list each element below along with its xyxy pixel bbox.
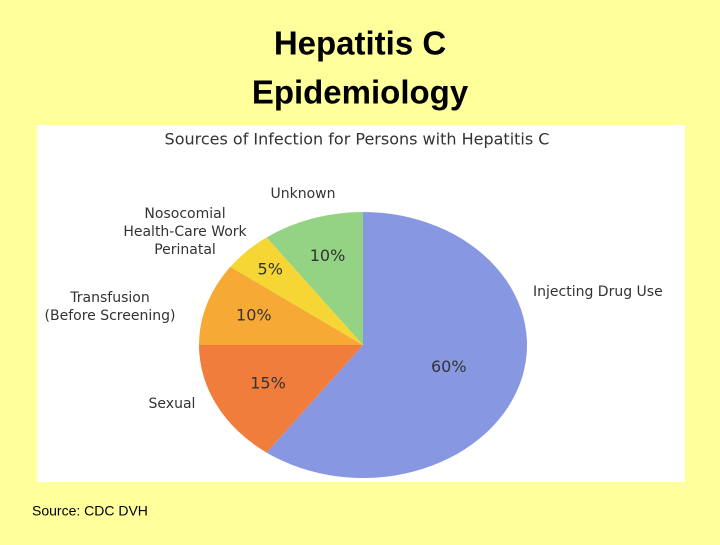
pie-slice	[199, 266, 363, 345]
chart-title: Sources of Infection for Persons with He…	[165, 130, 550, 149]
slide-title: Epidemiology	[252, 74, 469, 111]
pie-slice	[266, 212, 527, 478]
category-label: Unknown	[271, 186, 336, 202]
category-label: Injecting Drug Use	[533, 284, 663, 300]
pie-slice	[266, 212, 363, 345]
value-label: 60%	[431, 357, 467, 376]
value-label: 10%	[236, 306, 272, 325]
source: Source: CDC DVH	[32, 503, 148, 519]
category-label: Transfusion (Before Screening)	[45, 290, 176, 324]
pie-slice	[230, 237, 363, 345]
value-label: 10%	[310, 246, 346, 265]
value-label: 15%	[250, 374, 286, 393]
pie-slice	[199, 345, 363, 453]
value-label: 5%	[258, 259, 283, 278]
slide-title: Hepatitis C	[274, 25, 446, 62]
category-label: Sexual	[149, 396, 196, 412]
category-label: Nosocomial Health-Care Work Perinatal	[123, 206, 247, 258]
